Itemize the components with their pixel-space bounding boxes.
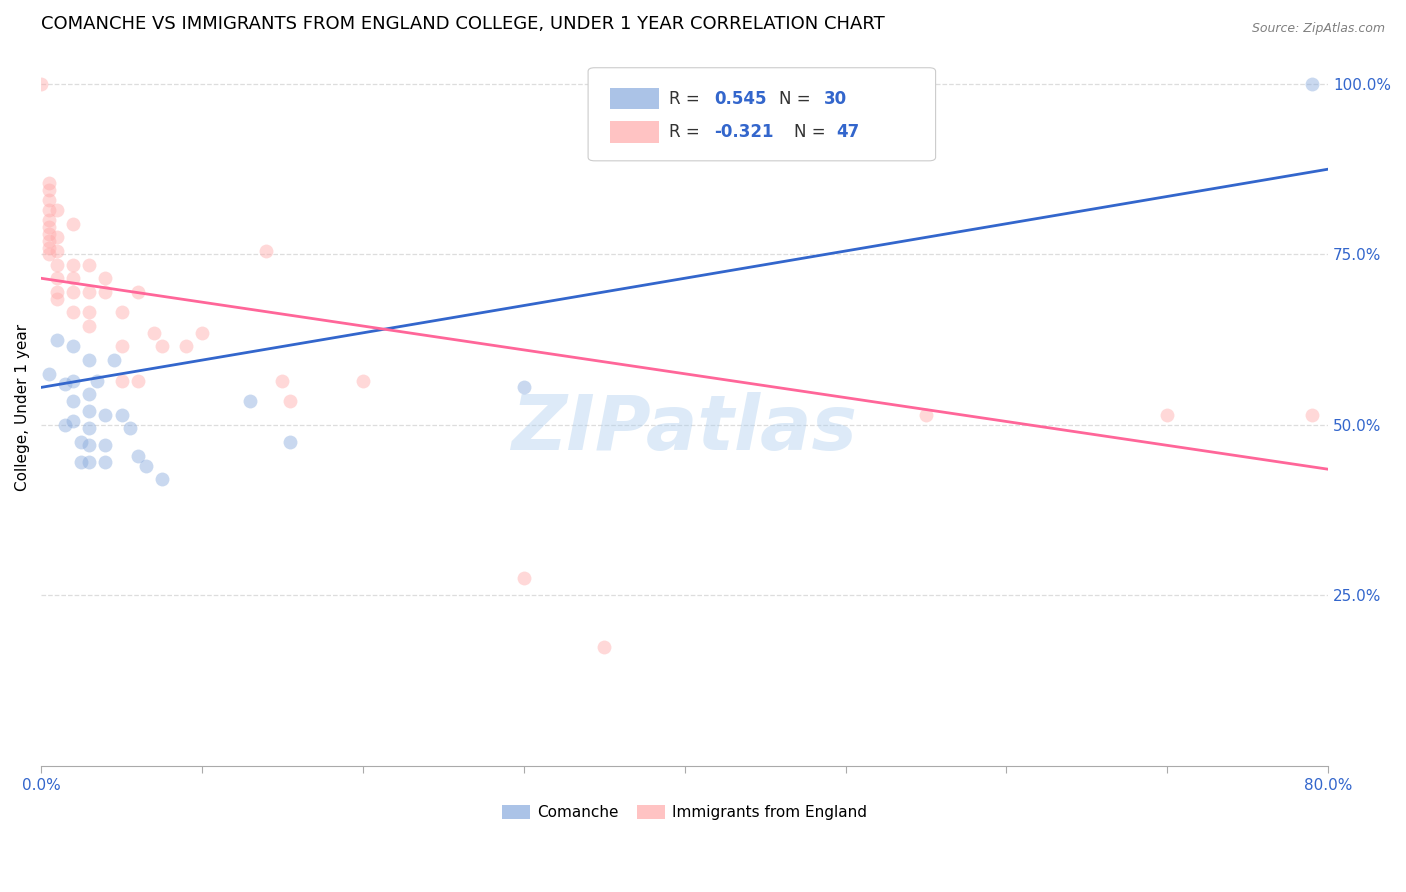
Point <box>70 434 93 449</box>
Point <box>1156 408 1178 422</box>
Point <box>79 285 101 299</box>
Point <box>53 376 76 391</box>
Text: ZIPatlas: ZIPatlas <box>512 392 858 467</box>
Text: 0.545: 0.545 <box>714 89 766 108</box>
Point <box>38 227 60 241</box>
Point <box>46 285 69 299</box>
Point <box>46 244 69 258</box>
Point <box>62 285 84 299</box>
Point <box>94 271 117 285</box>
Y-axis label: College, Under 1 year: College, Under 1 year <box>15 325 30 491</box>
Text: COMANCHE VS IMMIGRANTS FROM ENGLAND COLLEGE, UNDER 1 YEAR CORRELATION CHART: COMANCHE VS IMMIGRANTS FROM ENGLAND COLL… <box>41 15 884 33</box>
FancyBboxPatch shape <box>588 68 935 161</box>
Point <box>135 458 157 473</box>
Point <box>79 438 101 452</box>
Point <box>38 220 60 235</box>
Point <box>46 258 69 272</box>
Point <box>239 394 262 409</box>
Point <box>38 193 60 207</box>
Point <box>38 367 60 381</box>
Point <box>513 380 536 394</box>
Point <box>38 203 60 218</box>
Point <box>62 305 84 319</box>
Point <box>38 183 60 197</box>
Point <box>46 271 69 285</box>
Point <box>513 571 536 585</box>
Point <box>62 394 84 409</box>
Point <box>110 339 132 353</box>
FancyBboxPatch shape <box>610 121 659 143</box>
Point <box>280 394 302 409</box>
Point <box>94 408 117 422</box>
Point <box>46 230 69 244</box>
Text: R =: R = <box>669 123 706 141</box>
Point <box>79 455 101 469</box>
Point <box>118 421 141 435</box>
Point <box>174 339 197 353</box>
Point <box>110 408 132 422</box>
Text: N =: N = <box>794 123 831 141</box>
Text: Source: ZipAtlas.com: Source: ZipAtlas.com <box>1251 22 1385 36</box>
Text: R =: R = <box>669 89 706 108</box>
Point <box>79 318 101 333</box>
Point <box>38 241 60 255</box>
Point <box>79 258 101 272</box>
Legend: Comanche, Immigrants from England: Comanche, Immigrants from England <box>496 799 873 826</box>
Point <box>38 234 60 248</box>
Point <box>46 292 69 306</box>
Point <box>127 374 149 388</box>
Point <box>70 455 93 469</box>
Point <box>79 404 101 418</box>
Point <box>79 305 101 319</box>
Point <box>280 434 302 449</box>
Point <box>110 374 132 388</box>
Point <box>79 421 101 435</box>
Point <box>38 176 60 190</box>
Point <box>62 258 84 272</box>
Point <box>94 455 117 469</box>
Text: 30: 30 <box>824 89 846 108</box>
Point <box>79 353 101 368</box>
Text: N =: N = <box>779 89 815 108</box>
Point <box>1301 408 1323 422</box>
Point <box>103 353 125 368</box>
Point <box>46 333 69 347</box>
Point <box>62 339 84 353</box>
Point <box>150 473 173 487</box>
Point <box>1301 77 1323 91</box>
Point <box>62 415 84 429</box>
Point <box>94 438 117 452</box>
Text: -0.321: -0.321 <box>714 123 773 141</box>
Point <box>593 640 616 654</box>
Point <box>79 387 101 401</box>
Point <box>352 374 374 388</box>
Point <box>38 213 60 227</box>
Point <box>110 305 132 319</box>
Point <box>142 326 165 340</box>
Point <box>915 408 938 422</box>
Point <box>150 339 173 353</box>
Point <box>254 244 277 258</box>
Point <box>62 374 84 388</box>
Point <box>46 203 69 218</box>
Point <box>94 285 117 299</box>
FancyBboxPatch shape <box>610 87 659 109</box>
Text: 47: 47 <box>837 123 859 141</box>
Point <box>271 374 294 388</box>
Point <box>30 77 52 91</box>
Point <box>191 326 214 340</box>
Point <box>62 217 84 231</box>
Point <box>62 271 84 285</box>
Point <box>127 449 149 463</box>
Point <box>86 374 108 388</box>
Point <box>38 247 60 261</box>
Point <box>127 285 149 299</box>
Point <box>53 417 76 432</box>
